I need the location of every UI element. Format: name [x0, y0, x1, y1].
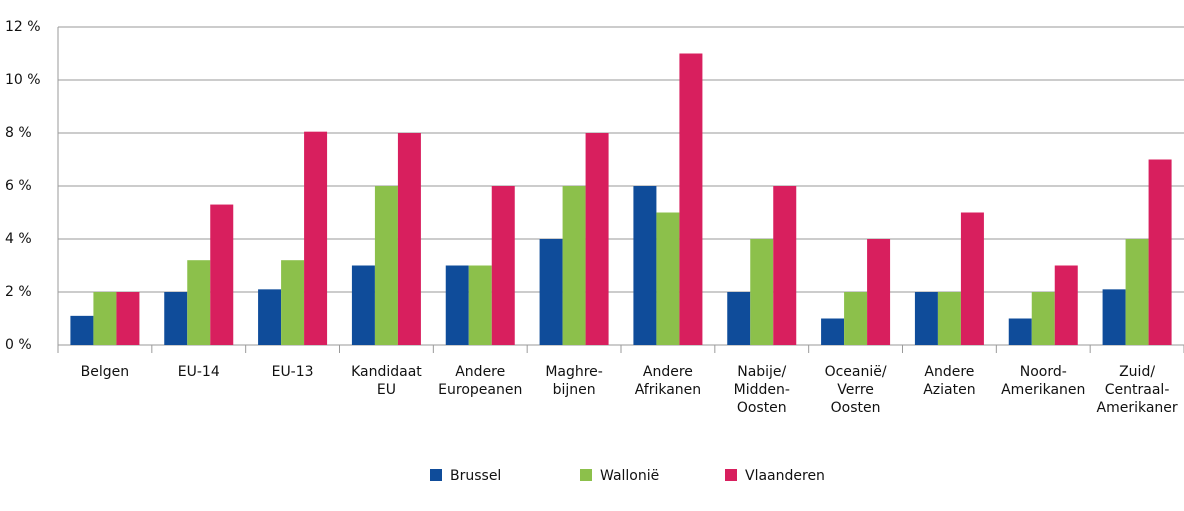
legend-swatch [430, 469, 442, 481]
x-tick-label: Kandidaat EU [351, 364, 422, 398]
bar [468, 265, 492, 345]
x-tick-label: Zuid/Centraal-Amerikaner [1097, 364, 1178, 416]
bar [773, 186, 797, 345]
bar [562, 186, 586, 345]
bar [1054, 265, 1078, 345]
legend-label: Brussel [450, 468, 501, 484]
bar [1125, 239, 1149, 345]
bar [70, 315, 94, 345]
legend-label: Vlaanderen [745, 468, 825, 484]
bar [867, 239, 891, 345]
bar [397, 133, 421, 345]
bar [679, 53, 703, 345]
legend-swatch [725, 469, 737, 481]
bar [937, 292, 961, 345]
bar [1102, 289, 1126, 345]
bar [210, 204, 234, 345]
y-tick-label: 10 % [5, 72, 41, 88]
bar [750, 239, 774, 345]
bar [960, 212, 984, 345]
y-tick-label: 12 % [5, 19, 41, 35]
x-tick-label: Noord-Amerikanen [1001, 364, 1085, 398]
y-tick-label: 2 % [5, 284, 32, 300]
x-tick-label: EU-14 [178, 364, 220, 380]
bar [656, 212, 680, 345]
x-tick-label: Andere Europeanen [438, 364, 522, 398]
x-tick-label: Andere Aziaten [923, 364, 975, 398]
bar [539, 239, 563, 345]
bar [1148, 159, 1172, 345]
bar [164, 292, 188, 345]
bar [93, 292, 117, 345]
bar [374, 186, 398, 345]
bar [258, 289, 282, 345]
y-tick-label: 4 % [5, 231, 32, 247]
bar [491, 186, 515, 345]
x-tick-label: Belgen [81, 364, 129, 380]
bar [116, 292, 140, 345]
legend-label: Wallonië [600, 468, 659, 484]
y-tick-label: 8 % [5, 125, 32, 141]
y-tick-label: 0 % [5, 337, 32, 353]
bar [351, 265, 375, 345]
legend-swatch [580, 469, 592, 481]
bar [281, 260, 305, 345]
bar [1008, 318, 1032, 345]
bar [187, 260, 211, 345]
bar [585, 133, 609, 345]
bar [914, 292, 938, 345]
bar [445, 265, 469, 345]
x-tick-label: EU-13 [272, 364, 314, 380]
bar [304, 131, 328, 345]
bar [844, 292, 868, 345]
bar [633, 186, 657, 345]
x-tick-label: Maghre-bijnen [545, 364, 603, 398]
x-tick-label: Oceanië/Verre Oosten [825, 364, 887, 416]
y-tick-label: 6 % [5, 178, 32, 194]
x-tick-label: Andere Afrikanen [635, 364, 701, 398]
bar [821, 318, 845, 345]
bar [1031, 292, 1055, 345]
bar [727, 292, 751, 345]
x-tick-label: Nabije/Midden-Oosten [734, 364, 790, 416]
